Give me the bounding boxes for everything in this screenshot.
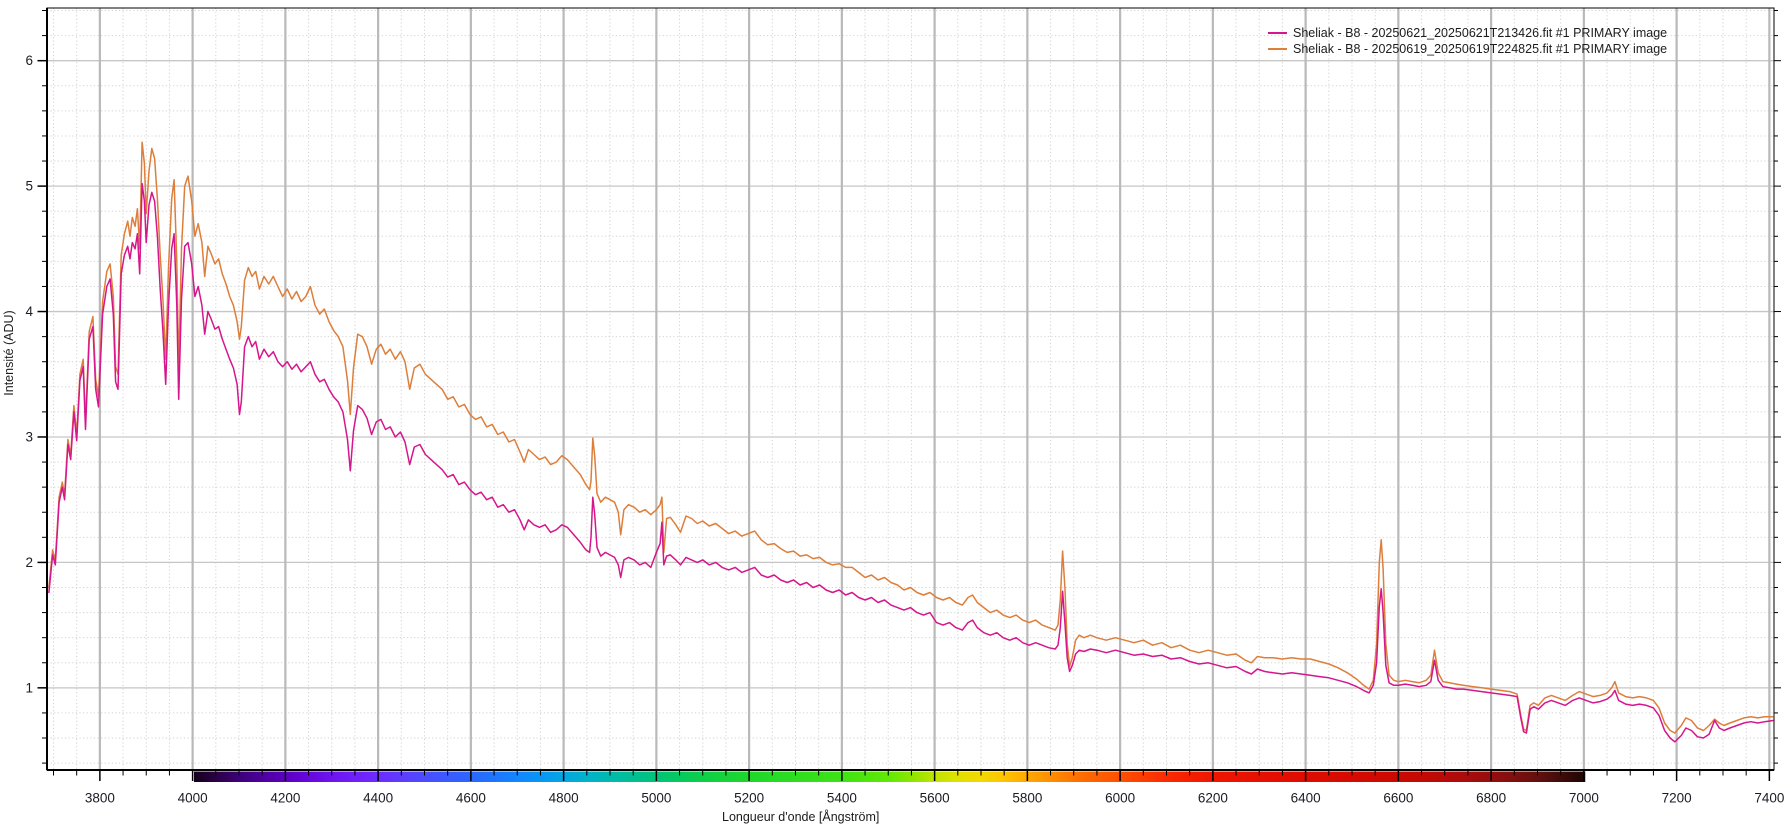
svg-text:3: 3 <box>25 429 33 444</box>
svg-text:3800: 3800 <box>85 791 115 806</box>
grid-major-vertical <box>98 8 1771 770</box>
svg-text:2: 2 <box>25 555 33 570</box>
grid-minor <box>47 8 1774 770</box>
legend-item-0[interactable]: Sheliak - B8 - 20250621_20250621T213426.… <box>1268 25 1667 40</box>
svg-text:5400: 5400 <box>827 791 857 806</box>
svg-text:4800: 4800 <box>549 791 579 806</box>
svg-text:7400: 7400 <box>1754 791 1784 806</box>
svg-text:4: 4 <box>25 304 33 319</box>
svg-text:6600: 6600 <box>1383 791 1413 806</box>
spectrum-colorbar <box>194 771 1586 782</box>
series-color-swatch <box>1268 31 1287 34</box>
y-axis-title: Intensité (ADU) <box>2 310 16 396</box>
axis-ticks <box>37 10 1781 781</box>
svg-text:6: 6 <box>25 53 33 68</box>
svg-text:5600: 5600 <box>920 791 950 806</box>
svg-text:5800: 5800 <box>1012 791 1042 806</box>
svg-text:6200: 6200 <box>1198 791 1228 806</box>
series-line-0[interactable] <box>48 182 1774 743</box>
svg-text:4400: 4400 <box>363 791 393 806</box>
grid-major-horizontal <box>47 60 1774 689</box>
legend-item-1[interactable]: Sheliak - B8 - 20250619_20250619T224825.… <box>1268 41 1667 56</box>
legend-label: Sheliak - B8 - 20250621_20250621T213426.… <box>1293 25 1668 40</box>
plot-border <box>46 7 1775 771</box>
legend: Sheliak - B8 - 20250621_20250621T213426.… <box>1268 25 1667 56</box>
svg-text:6800: 6800 <box>1476 791 1506 806</box>
x-axis-title: Longueur d'onde [Ångström] <box>722 810 880 824</box>
svg-text:7000: 7000 <box>1569 791 1599 806</box>
legend-label: Sheliak - B8 - 20250619_20250619T224825.… <box>1293 41 1668 56</box>
svg-text:1: 1 <box>25 680 33 695</box>
svg-text:6400: 6400 <box>1291 791 1321 806</box>
svg-text:4200: 4200 <box>270 791 300 806</box>
y-tick-labels: 1 2 3 4 5 6 <box>25 53 33 695</box>
svg-text:5200: 5200 <box>734 791 764 806</box>
series-line-1[interactable] <box>48 141 1774 734</box>
svg-text:4000: 4000 <box>178 791 208 806</box>
svg-text:5: 5 <box>25 179 33 194</box>
svg-text:7200: 7200 <box>1662 791 1692 806</box>
x-tick-labels: 3800 4000 4200 4400 4600 4800 5000 5200 5400 5600… <box>85 791 1785 806</box>
series-curves <box>48 141 1774 743</box>
svg-text:6000: 6000 <box>1105 791 1135 806</box>
svg-text:4600: 4600 <box>456 791 486 806</box>
series-color-swatch <box>1268 47 1287 50</box>
svg-text:5000: 5000 <box>641 791 671 806</box>
